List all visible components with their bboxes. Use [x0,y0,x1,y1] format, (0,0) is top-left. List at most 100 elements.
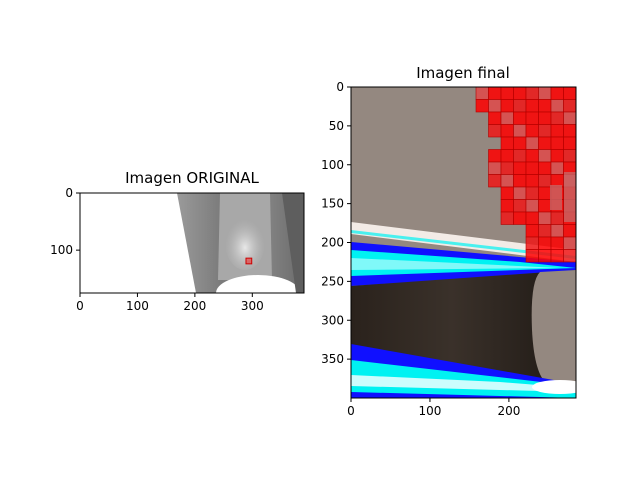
overlay-cell [563,111,576,125]
final-y-tick-label: 50 [329,119,344,133]
overlay-cell [525,149,539,163]
overlay-cell [550,149,564,163]
original-y-tick-label: 0 [65,186,73,200]
overlay-cell [538,149,552,163]
overlay-cell [538,161,552,175]
marked-region [245,257,253,265]
final-y-tick-label: 100 [321,158,344,172]
overlay-cell [538,136,552,150]
overlay-cell [538,249,552,263]
red-overlay [475,87,576,263]
overlay-cell [550,136,564,150]
overlay-cell [563,249,576,263]
overlay-cell [550,87,564,100]
overlay-cell [513,186,527,200]
final-y-tick-label: 250 [321,274,344,288]
overlay-cell [563,236,576,250]
overlay-cell [538,199,552,213]
final-image-axes: Imagen final 0 100 200 0 50 100 150 200 250 300 35… [321,64,577,418]
overlay-cell [525,124,539,138]
overlay-cell [550,185,562,210]
overlay-cell [500,87,514,100]
overlay-cell [488,161,502,175]
overlay-cell [550,249,564,263]
overlay-cell [525,111,539,125]
overlay-cell [550,161,564,175]
overlay-cell [500,99,514,113]
overlay-cell [500,174,514,188]
overlay-cell [475,87,489,100]
overlay-cell [500,111,514,125]
overlay-cell [488,149,502,163]
overlay-cell [500,199,514,213]
final-image-ticks: 0 100 200 0 50 100 150 200 250 300 350 [321,80,520,418]
overlay-cell [513,199,527,213]
final-y-tick-label: 0 [336,80,344,94]
overlay-cell [513,136,527,150]
overlay-cell [488,87,502,100]
final-image [351,87,576,398]
final-x-tick-label: 0 [347,404,355,418]
overlay-cell [538,124,552,138]
overlay-cell [525,136,539,150]
final-image-title: Imagen final [416,64,510,82]
overlay-cell [538,87,552,100]
overlay-cell [500,136,514,150]
final-y-tick-label: 150 [321,197,344,211]
original-image-frame [79,192,305,294]
overlay-cell [500,149,514,163]
overlay-cell [513,111,527,125]
overlay-cell [513,124,527,138]
overlay-cell [550,211,564,225]
overlay-cell [525,199,539,213]
overlay-cell [538,99,552,113]
overlay-cell [525,236,539,250]
overlay-cell [538,111,552,125]
final-x-tick-label: 100 [418,404,441,418]
overlay-cell [538,211,552,225]
overlay-cell [525,186,539,200]
overlay-cell [525,161,539,175]
final-y-tick-label: 300 [321,313,344,327]
overlay-cell [538,224,552,238]
original-y-tick-label: 100 [50,243,73,257]
overlay-cell [538,186,552,200]
overlay-cell [563,136,576,150]
overlay-cell [550,236,564,250]
overlay-cell [488,124,502,138]
overlay-cell [513,99,527,113]
overlay-cell [525,211,539,225]
overlay-cell [500,124,514,138]
overlay-cell [538,236,552,250]
overlay-cell [488,99,502,113]
overlay-cell [513,87,527,100]
original-x-tick-label: 100 [126,299,149,313]
overlay-cell [525,87,539,100]
overlay-cell [513,161,527,175]
overlay-cell [563,99,576,113]
overlay-cell [525,99,539,113]
overlay-cell [513,174,527,188]
overlay-cell [525,174,539,188]
original-image-axes: Imagen ORIGINAL 0 100 200 300 0 100 [50,169,305,313]
overlay-cell [488,174,502,188]
overlay-cell [563,124,576,138]
original-x-tick-label: 0 [76,299,84,313]
overlay-cell [513,211,527,225]
original-image-ticks: 0 100 200 300 0 100 [50,186,264,313]
original-x-tick-label: 200 [183,299,206,313]
overlay-cell [550,111,564,125]
overlay-cell [563,87,576,100]
overlay-cell [550,224,564,238]
final-y-tick-label: 350 [321,352,344,366]
overlay-cell [488,111,502,125]
overlay-cell [513,149,527,163]
overlay-cell [550,99,564,113]
original-image-title: Imagen ORIGINAL [125,169,259,187]
overlay-cell [538,174,552,188]
overlay-cell [525,249,539,263]
original-x-tick-label: 300 [241,299,264,313]
overlay-cell [500,211,514,225]
overlay-cell [500,161,514,175]
